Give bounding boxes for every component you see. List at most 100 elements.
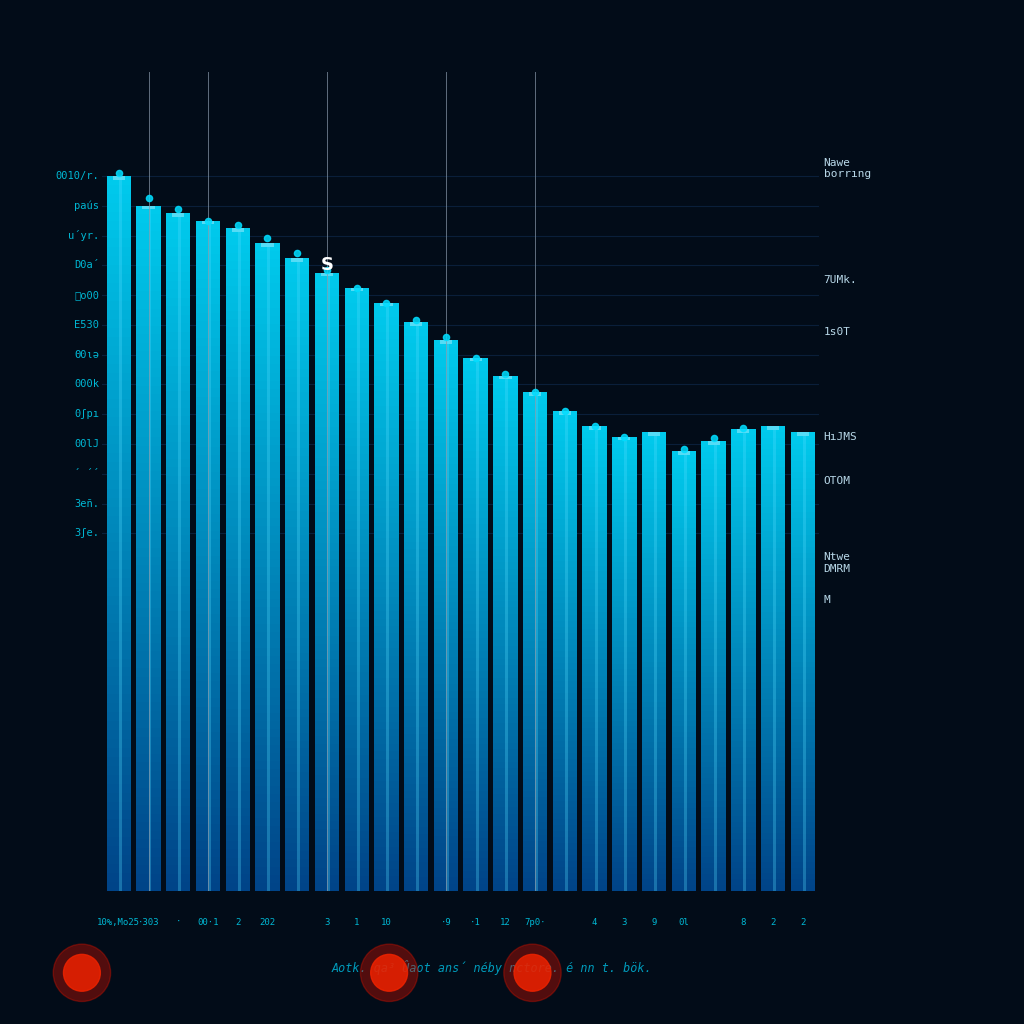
Bar — [255, 340, 280, 348]
Bar — [166, 746, 190, 756]
Bar — [791, 868, 815, 873]
Bar — [434, 671, 458, 677]
Bar — [285, 377, 309, 384]
Bar — [612, 755, 637, 760]
Bar — [583, 652, 607, 658]
Bar — [523, 703, 548, 710]
Bar — [196, 280, 220, 288]
Bar — [434, 484, 458, 492]
Bar — [523, 866, 548, 872]
Bar — [374, 523, 398, 530]
Bar — [255, 494, 280, 502]
Bar — [374, 671, 398, 678]
Bar — [761, 687, 785, 693]
Bar — [612, 760, 637, 766]
Bar — [583, 530, 607, 537]
Bar — [136, 548, 161, 557]
Bar — [464, 504, 487, 511]
Bar — [701, 841, 726, 846]
Bar — [196, 422, 220, 430]
Bar — [701, 525, 726, 531]
Bar — [374, 574, 398, 582]
Bar — [464, 691, 487, 697]
Bar — [344, 423, 369, 431]
Bar — [464, 611, 487, 617]
Bar — [166, 713, 190, 722]
Bar — [314, 605, 339, 612]
Bar — [434, 636, 458, 643]
Bar — [494, 498, 517, 505]
Bar — [494, 421, 517, 427]
Bar — [523, 479, 548, 485]
Bar — [196, 614, 220, 623]
Bar — [583, 560, 607, 565]
Bar — [494, 446, 517, 453]
Bar — [761, 537, 785, 543]
Bar — [255, 502, 280, 510]
Bar — [404, 493, 428, 500]
Bar — [494, 627, 517, 633]
Bar — [196, 262, 220, 271]
Bar — [106, 382, 131, 390]
Bar — [344, 340, 369, 348]
Bar — [225, 336, 250, 344]
Bar — [434, 429, 458, 436]
Bar — [523, 504, 548, 510]
Bar — [344, 303, 369, 310]
Bar — [464, 798, 487, 804]
Bar — [225, 286, 250, 294]
Bar — [136, 240, 161, 249]
Bar — [106, 668, 131, 677]
Bar — [196, 220, 220, 229]
Bar — [731, 827, 756, 834]
Bar — [380, 302, 392, 306]
Bar — [553, 855, 578, 861]
Bar — [196, 572, 220, 581]
Bar — [523, 841, 548, 847]
Bar — [119, 176, 122, 891]
Bar — [523, 716, 548, 723]
Circle shape — [63, 954, 100, 991]
Bar — [701, 632, 726, 638]
Bar — [731, 613, 756, 620]
Bar — [255, 292, 280, 300]
Bar — [374, 752, 398, 759]
Bar — [225, 551, 250, 559]
Bar — [314, 536, 339, 543]
Bar — [314, 860, 339, 867]
Bar — [255, 478, 280, 486]
Bar — [583, 699, 607, 705]
Bar — [642, 518, 667, 524]
Text: 9: 9 — [651, 918, 656, 927]
Bar — [761, 717, 785, 722]
Bar — [464, 585, 487, 591]
Bar — [374, 722, 398, 729]
Bar — [344, 846, 369, 853]
Bar — [434, 450, 458, 457]
Bar — [476, 357, 478, 891]
Bar — [672, 496, 696, 501]
Bar — [374, 450, 398, 457]
Bar — [285, 503, 309, 511]
Bar — [523, 423, 548, 429]
Bar — [642, 450, 667, 455]
Bar — [434, 739, 458, 746]
Bar — [761, 426, 785, 432]
Bar — [106, 417, 131, 426]
Bar — [314, 821, 339, 829]
Bar — [434, 705, 458, 712]
Bar — [344, 461, 369, 469]
Bar — [314, 505, 339, 512]
Text: Aotk. qa³ Ûaot anś néby nctore. é nn t. bök.: Aotk. qa³ Ûaot anś néby nctore. é nn t.… — [331, 961, 652, 975]
Bar — [285, 717, 309, 725]
Bar — [761, 763, 785, 769]
Bar — [106, 587, 131, 596]
Bar — [612, 505, 637, 510]
Bar — [106, 337, 131, 346]
Bar — [672, 710, 696, 715]
Bar — [731, 753, 756, 758]
Bar — [225, 585, 250, 593]
Bar — [404, 585, 428, 592]
Bar — [701, 767, 726, 773]
Bar — [761, 652, 785, 658]
